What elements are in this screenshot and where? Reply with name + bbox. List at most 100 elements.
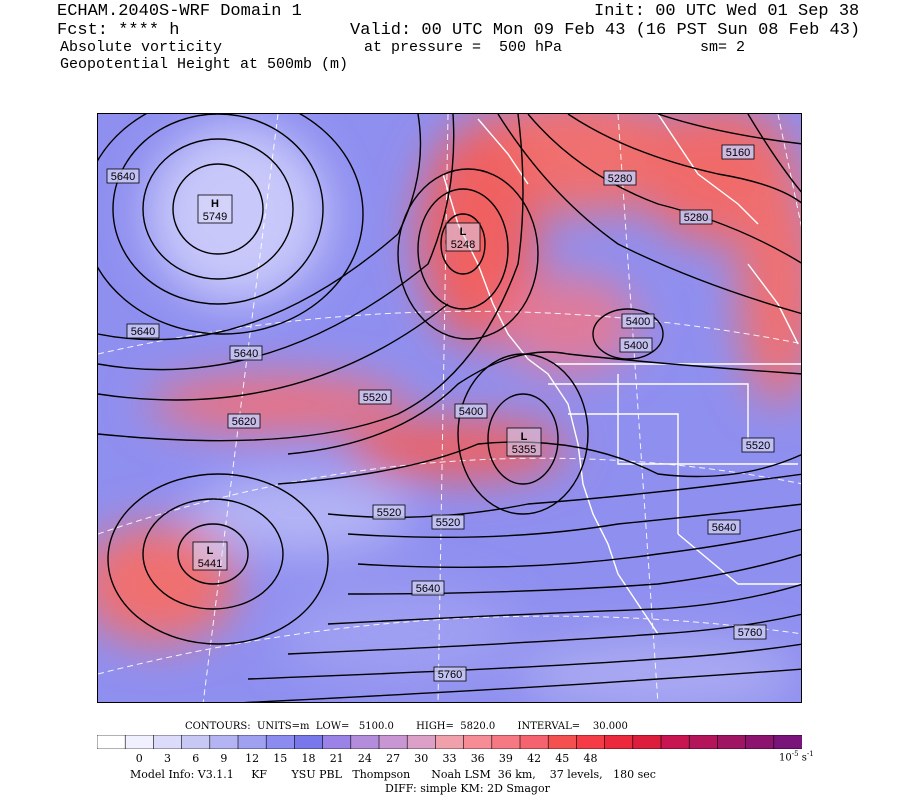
colorbar-tick-label: 12: [245, 752, 260, 765]
svg-text:5400: 5400: [459, 406, 483, 418]
svg-text:5400: 5400: [624, 340, 648, 352]
units-base: 10: [779, 752, 792, 764]
contour-label: 5520: [431, 514, 465, 530]
colorbar-swatch: [378, 735, 409, 749]
svg-text:5640: 5640: [111, 171, 135, 183]
svg-text:5520: 5520: [746, 440, 770, 452]
contour-label: 5160: [721, 144, 755, 160]
colorbar-swatch: [576, 735, 606, 749]
colorbar-tick-label: 24: [357, 752, 372, 765]
svg-text:L: L: [521, 431, 528, 443]
svg-text:5749: 5749: [203, 211, 227, 223]
svg-text:L: L: [460, 226, 467, 238]
units-exponent: -5: [791, 750, 799, 758]
svg-text:5355: 5355: [512, 444, 536, 456]
valid-time: Valid: 00 UTC Mon 09 Feb 43 (16 PST Sun …: [350, 21, 861, 40]
forecast-hour: Fcst: **** h: [57, 21, 180, 40]
colorbar-swatch: [350, 735, 380, 749]
colorbar-swatch: [745, 735, 775, 749]
colorbar-tick-label: 39: [498, 752, 513, 765]
vorticity-field: [98, 114, 801, 702]
map-panel: 5640 5640 5640 5620 5520 5400 5400 5400 5280 5280…: [97, 113, 802, 703]
colorbar-tick-label: 30: [414, 752, 429, 765]
contour-label: 5520: [358, 389, 392, 405]
colorbar-swatch: [124, 735, 155, 749]
svg-text:5520: 5520: [377, 507, 401, 519]
svg-text:5248: 5248: [451, 239, 475, 251]
svg-text:5760: 5760: [438, 669, 462, 681]
colorbar-swatch: [237, 735, 268, 749]
colorbar-swatch: [604, 735, 634, 749]
colorbar-swatch: [519, 735, 550, 749]
colorbar-units: 10-5 s-1: [779, 750, 814, 763]
graticule: [98, 114, 801, 702]
colorbar-swatch: [660, 735, 691, 749]
model-info: Model Info: V3.1.1 KF YSU PBL Thompson N…: [130, 768, 656, 781]
map-canvas: 5640 5640 5640 5620 5520 5400 5400 5400 5280 5280…: [98, 114, 801, 702]
colorbar-swatch: [491, 735, 521, 749]
colorbar-swatch: [435, 735, 465, 749]
svg-text:5760: 5760: [738, 627, 762, 639]
map-title: ECHAM.2040S-WRF Domain 1: [57, 2, 302, 21]
svg-text:5280: 5280: [684, 212, 708, 224]
colorbar-swatch: [547, 735, 578, 749]
svg-text:5640: 5640: [234, 348, 258, 360]
svg-text:5520: 5520: [436, 517, 460, 529]
svg-text:5640: 5640: [416, 583, 440, 595]
colorbar-tick-label: 21: [329, 752, 344, 765]
colorbar-tick-label: 9: [220, 752, 228, 765]
colorbar-tick-label: 36: [470, 752, 485, 765]
svg-text:5620: 5620: [232, 416, 256, 428]
contour-label: 5640: [126, 323, 160, 339]
contour-labels: 5640 5640 5640 5620 5520 5400 5400 5400 5280 5280…: [106, 144, 775, 682]
contour-label: 5640: [106, 168, 140, 184]
colorbar-swatch: [209, 735, 239, 749]
svg-text:5400: 5400: [626, 316, 650, 328]
pressure-level: at pressure = 500 hPa: [364, 39, 563, 56]
colorbar-tick-label: 18: [301, 752, 316, 765]
colorbar-swatch: [322, 735, 352, 749]
contour-label: 5620: [227, 413, 261, 429]
units-seconds: s: [798, 752, 807, 764]
contour-label: 5400: [619, 337, 653, 353]
colorbar-ticks: 0 3 6 9 12 15 18 21 24 27 30 33 36 39 42 45 48: [97, 752, 802, 766]
contour-label: 5400: [621, 313, 655, 329]
colorbar-tick-label: 33: [442, 752, 457, 765]
colorbar-tick-label: 0: [135, 752, 143, 765]
colorbar-swatch: [153, 735, 183, 749]
contour-label: 5400: [454, 403, 488, 419]
colorbar-swatch: [773, 735, 802, 749]
svg-text:H: H: [211, 198, 219, 210]
svg-text:5280: 5280: [608, 173, 632, 185]
colorbar-tick-label: 3: [164, 752, 171, 765]
contours-info: CONTOURS: UNITS=m LOW= 5100.0 HIGH= 5820…: [185, 721, 628, 732]
colorbar-swatch: [97, 735, 127, 749]
field-geopotential: Geopotential Height at 500mb (m): [60, 56, 349, 73]
colorbar: [97, 735, 802, 749]
colorbar-swatch: [717, 735, 747, 749]
svg-text:5640: 5640: [712, 522, 736, 534]
contour-label: 5640: [229, 345, 263, 361]
colorbar-tick-label: 42: [527, 752, 542, 765]
contour-label: 5520: [372, 504, 406, 520]
contour-label: 5760: [433, 666, 467, 682]
contour-lines: [98, 114, 801, 702]
colorbar-tick-label: 27: [386, 752, 401, 765]
colorbar-tick-label: 15: [273, 752, 288, 765]
units-seconds-exponent: -1: [806, 750, 814, 758]
contour-label: 5280: [603, 170, 637, 186]
colorbar-swatch: [463, 735, 493, 749]
svg-text:5640: 5640: [131, 326, 155, 338]
svg-text:5160: 5160: [726, 147, 750, 159]
colorbar-tick-label: 6: [192, 752, 200, 765]
svg-text:5441: 5441: [198, 558, 222, 570]
colorbar-swatch: [406, 735, 437, 749]
contour-label: 5520: [741, 437, 775, 453]
diff-info: DIFF: simple KM: 2D Smagor: [385, 782, 550, 795]
contour-label: 5640: [707, 519, 741, 535]
smoothing: sm= 2: [700, 39, 746, 56]
